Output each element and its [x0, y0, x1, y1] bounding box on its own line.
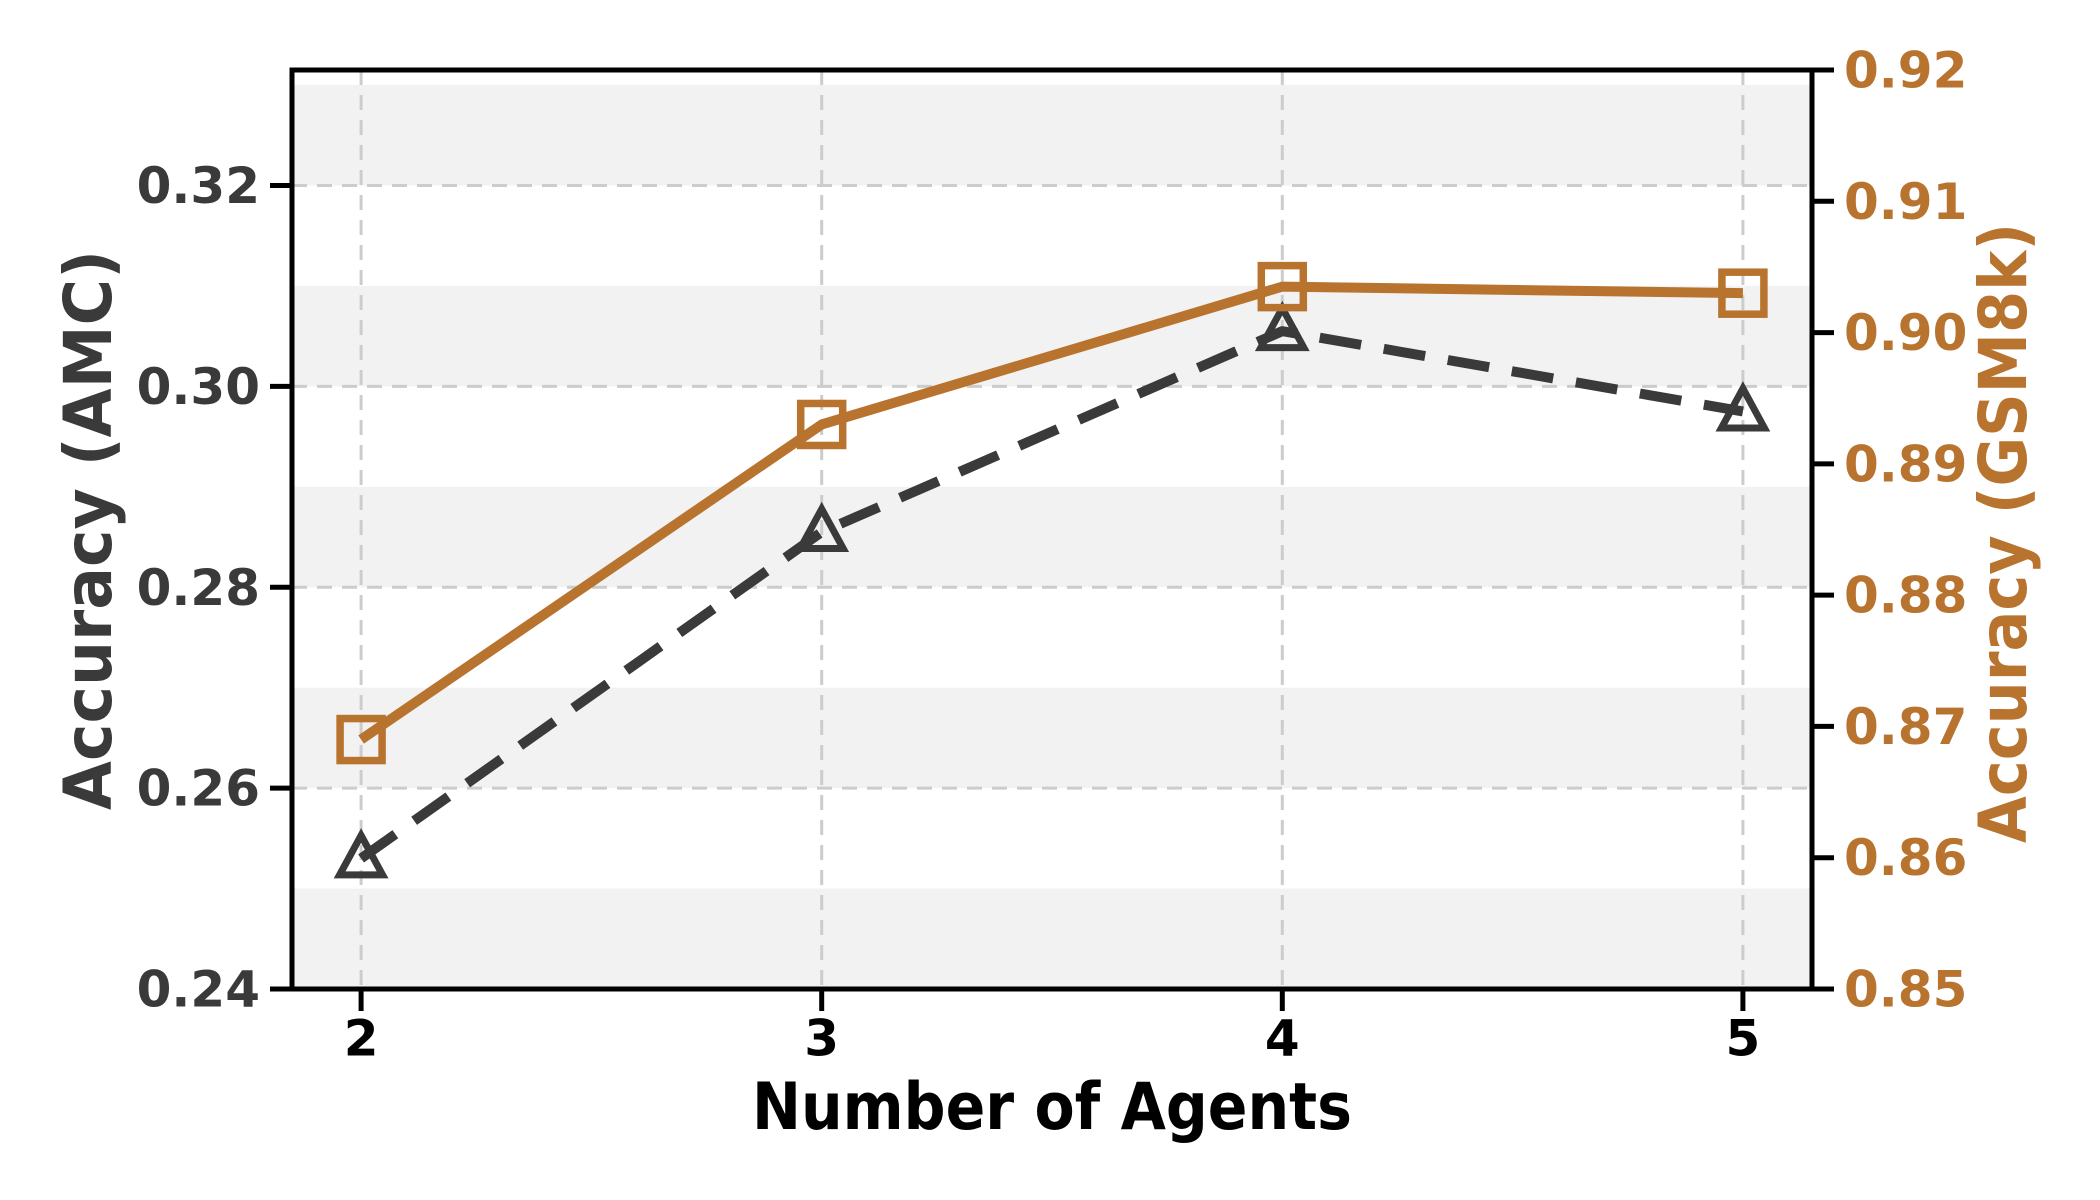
left-axis-tick-label: 0.24	[137, 961, 260, 1019]
left-axis-tick-label: 0.32	[137, 157, 260, 215]
right-axis-tick-label: 0.89	[1844, 435, 1967, 493]
plot-border	[289, 67, 1815, 992]
frame-layer	[289, 67, 1815, 992]
right-axis-tick-label: 0.92	[1844, 42, 1967, 100]
tick-labels-layer: 0.24 0.26 0.28 0.30 0.32 0.85 0.86 0.87 0.88 0.89…	[137, 42, 1968, 1068]
gsm8k-square-marker	[1257, 261, 1308, 312]
amc-line	[358, 326, 1744, 863]
x-axis-tick-label: 2	[344, 1010, 379, 1068]
gsm8k-square-marker	[796, 399, 847, 450]
x-axis-tick-label: 3	[804, 1010, 839, 1068]
stripe-band	[292, 486, 1812, 588]
stripe-bands-layer	[292, 85, 1812, 989]
right-axis-tick-label: 0.87	[1844, 698, 1967, 756]
amc-triangle-marker	[1254, 300, 1310, 352]
gsm8k-square-marker	[1718, 268, 1768, 318]
right-axis-tick-label: 0.88	[1844, 567, 1967, 625]
x-axis-tick-label: 4	[1265, 1010, 1300, 1068]
left-axis-tick-label: 0.28	[137, 559, 260, 617]
stripe-band	[292, 285, 1812, 387]
left-axis-tick-label: 0.30	[137, 358, 260, 416]
amc-triangle-marker	[333, 828, 389, 879]
stripe-band	[292, 85, 1812, 186]
amc-triangle-marker	[1715, 381, 1771, 432]
right-axis-tick-label: 0.85	[1844, 961, 1967, 1019]
left-axis-tick-label: 0.26	[137, 760, 260, 818]
gsm8k-square-marker	[336, 714, 386, 765]
series-layer	[333, 261, 1771, 879]
amc-triangle-marker	[794, 501, 850, 553]
right-y-axis-title: Accuracy (GSM8k)	[1965, 223, 2042, 843]
right-axis-tick-label: 0.90	[1844, 304, 1967, 362]
ticks-layer	[270, 67, 1834, 1011]
stripe-band	[292, 687, 1812, 789]
left-y-axis-title: Accuracy (AMC)	[50, 250, 127, 810]
x-axis-title: Number of Agents	[752, 1070, 1352, 1145]
right-axis-tick-label: 0.86	[1844, 829, 1967, 887]
x-axis-tick-label: 5	[1726, 1010, 1761, 1068]
right-axis-tick-label: 0.91	[1844, 173, 1967, 231]
stripe-band	[292, 888, 1812, 989]
gsm8k-line	[358, 281, 1743, 744]
